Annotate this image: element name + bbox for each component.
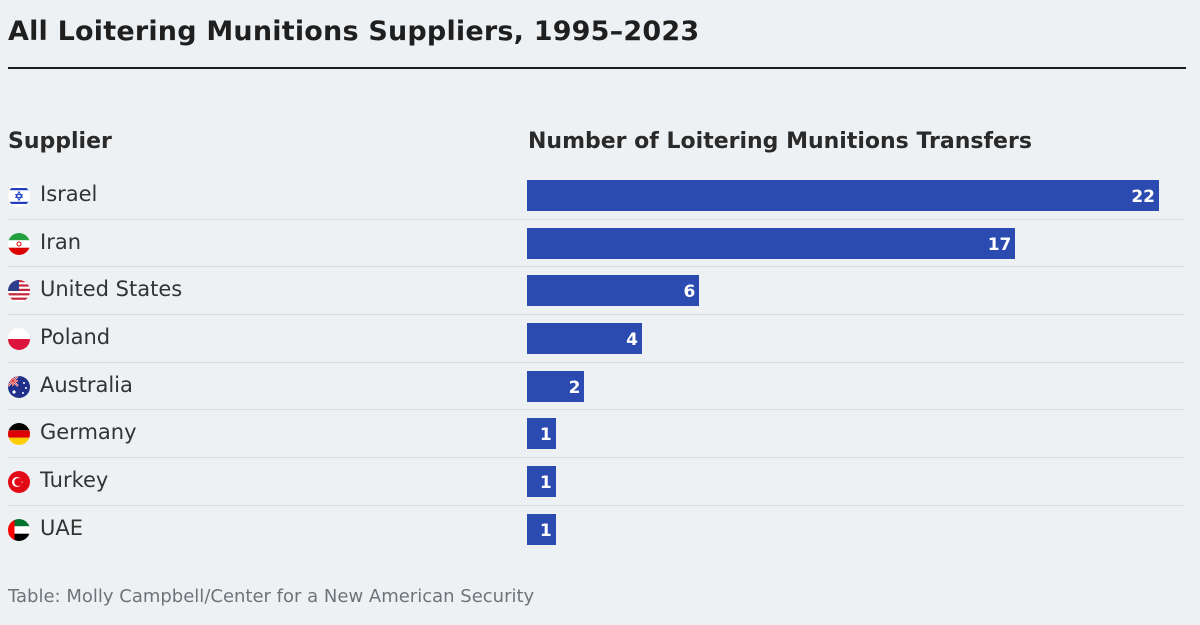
bar-value-label: 4 — [626, 330, 638, 351]
table-row: Israel 22 — [8, 172, 1184, 220]
bar: 22 — [527, 180, 1159, 211]
bar: 6 — [527, 275, 700, 307]
bar-value-label: 6 — [683, 282, 696, 303]
turkey-flag-icon — [8, 471, 30, 494]
germany-flag-icon — [8, 423, 30, 446]
table-row: Australia 2 — [8, 363, 1184, 411]
transfers-column-header: Number of Loitering Munitions Transfers — [528, 129, 1032, 154]
bar: 2 — [527, 370, 585, 402]
australia-flag-icon — [8, 375, 30, 398]
bar-value-label: 1 — [539, 520, 552, 541]
bar-value-label: 22 — [1131, 187, 1155, 207]
source-note: Table: Molly Campbell/Center for a New A… — [8, 586, 535, 607]
supplier-name: Poland — [40, 325, 111, 350]
usa-flag-icon — [8, 280, 30, 303]
bar: 1 — [527, 418, 556, 450]
chart-title: All Loitering Munitions Suppliers, 1995–… — [8, 16, 700, 47]
chart-rows: Israel 22 Iran 17 United States 6 Poland 4 Austr… — [8, 172, 1184, 554]
supplier-column-header: Supplier — [8, 129, 112, 154]
bar: 17 — [527, 227, 1016, 259]
supplier-name: Germany — [40, 420, 137, 445]
supplier-name: Australia — [40, 372, 133, 397]
bar-value-label: 1 — [539, 473, 552, 494]
bar-value-label: 2 — [568, 377, 581, 398]
bar: 1 — [527, 466, 556, 498]
table-row: Turkey 1 — [8, 458, 1184, 506]
bar: 1 — [527, 513, 556, 545]
bar-value-label: 17 — [987, 234, 1012, 255]
bar: 4 — [527, 323, 642, 355]
supplier-name: UAE — [40, 515, 84, 540]
table-row: United States 6 — [8, 267, 1184, 316]
israel-flag-icon — [8, 185, 30, 207]
table-row: Poland 4 — [8, 315, 1184, 363]
poland-flag-icon — [8, 328, 30, 351]
table-row: Germany 1 — [8, 410, 1184, 459]
table-row: UAE 1 — [8, 506, 1184, 554]
supplier-name: Turkey — [40, 468, 109, 493]
supplier-name: United States — [40, 277, 183, 302]
supplier-name: Israel — [40, 182, 98, 206]
bar-value-label: 1 — [539, 425, 552, 446]
supplier-name: Iran — [40, 229, 82, 254]
title-rule — [8, 67, 1186, 69]
iran-flag-icon — [8, 232, 30, 255]
uae-flag-icon — [8, 518, 30, 541]
table-row: Iran 17 — [8, 220, 1184, 268]
